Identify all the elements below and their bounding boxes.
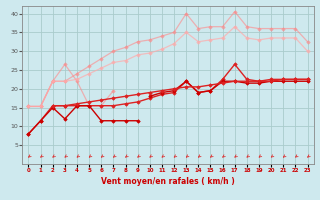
X-axis label: Vent moyen/en rafales ( km/h ): Vent moyen/en rafales ( km/h )	[101, 177, 235, 186]
